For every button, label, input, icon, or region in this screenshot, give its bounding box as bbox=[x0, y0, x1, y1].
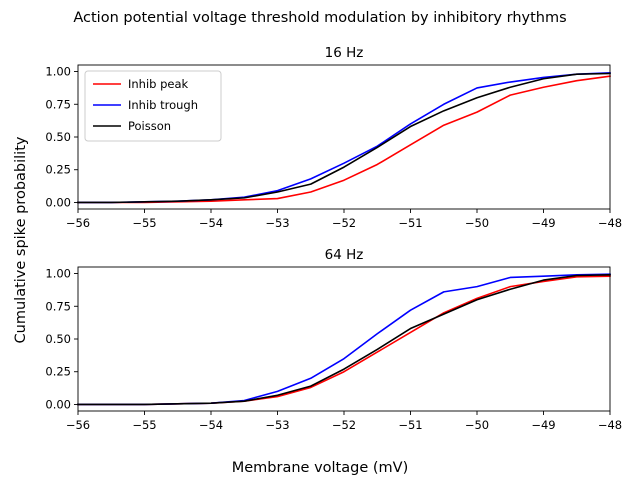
p1-x-tick-label: −50 bbox=[465, 418, 489, 432]
p0-y-tick-label: 0.75 bbox=[45, 97, 71, 111]
p0-legend: Inhib peak Inhib trough Poisson bbox=[84, 70, 222, 142]
p1-y-tick-label: 1.00 bbox=[45, 267, 71, 281]
p1-series-line-poisson bbox=[77, 274, 611, 406]
p1-x-tick-label: −56 bbox=[66, 418, 90, 432]
p0-subplot-title: 16 Hz bbox=[325, 45, 364, 61]
p1-y-tick-label: 0.25 bbox=[45, 365, 71, 379]
p0-legend-label-inhib-peak: Inhib peak bbox=[128, 77, 189, 91]
figure-title: Action potential voltage threshold modul… bbox=[73, 10, 566, 26]
p1-y-tick-label: 0.00 bbox=[45, 397, 71, 411]
p0-x-tick-label: −52 bbox=[332, 216, 356, 230]
subplot-16hz: 16 Hz −56 −55 −54 −53 −52 −51 −50 −49 −48 0.00 0.25… bbox=[45, 45, 622, 230]
p1-x-tick-label: −51 bbox=[398, 418, 422, 432]
p1-series-line-inhib-peak bbox=[77, 275, 611, 406]
p1-x-tick-label: −49 bbox=[531, 418, 555, 432]
p1-subplot-title: 64 Hz bbox=[325, 247, 364, 263]
p0-axes-frame bbox=[77, 64, 611, 210]
x-axis-label: Membrane voltage (mV) bbox=[232, 460, 408, 476]
p0-x-tick-label: −56 bbox=[66, 216, 90, 230]
p0-y-tick-label: 1.00 bbox=[45, 65, 71, 79]
p1-x-tick-label: −53 bbox=[265, 418, 289, 432]
p0-x-tick-label: −48 bbox=[598, 216, 622, 230]
p1-y-tick-label: 0.75 bbox=[45, 299, 71, 313]
subplot-64hz: 64 Hz −56 −55 −54 −53 −52 −51 −50 −49 −48 0.00 0.25… bbox=[45, 247, 622, 432]
p1-series-line-inhib-trough bbox=[77, 273, 611, 406]
p0-legend-label-inhib-trough: Inhib trough bbox=[128, 98, 198, 112]
p1-y-tick-label: 0.50 bbox=[45, 332, 71, 346]
p0-x-tick-label: −49 bbox=[531, 216, 555, 230]
p1-x-tick-label: −48 bbox=[598, 418, 622, 432]
p0-series-line-poisson bbox=[77, 72, 611, 204]
p0-legend-label-poisson: Poisson bbox=[128, 119, 171, 133]
p1-axes-frame bbox=[77, 266, 611, 412]
p0-y-tick-label: 0.25 bbox=[45, 163, 71, 177]
p0-x-tick-label: −53 bbox=[265, 216, 289, 230]
p1-x-tick-label: −55 bbox=[132, 418, 156, 432]
p1-x-tick-label: −52 bbox=[332, 418, 356, 432]
p1-x-tick-label: −54 bbox=[199, 418, 223, 432]
p0-x-tick-label: −50 bbox=[465, 216, 489, 230]
p0-y-tick-label: 0.00 bbox=[45, 195, 71, 209]
y-axis-label: Cumulative spike probability bbox=[13, 136, 29, 343]
p0-legend-box bbox=[84, 70, 222, 142]
p0-y-tick-label: 0.50 bbox=[45, 130, 71, 144]
p0-x-tick-label: −54 bbox=[199, 216, 223, 230]
p0-x-tick-label: −55 bbox=[132, 216, 156, 230]
p0-x-tick-label: −51 bbox=[398, 216, 422, 230]
